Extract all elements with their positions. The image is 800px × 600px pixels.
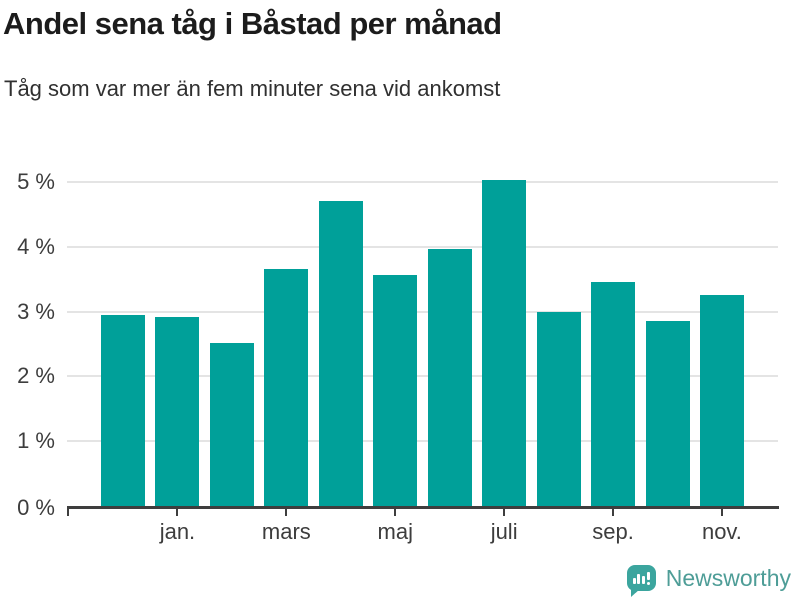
bar-sep.: [591, 282, 636, 506]
bar-juni: [427, 248, 472, 506]
x-axis-tick-label: nov.: [701, 519, 742, 544]
bar-nov.: [699, 294, 744, 506]
x-axis-tick-label: jan.: [159, 519, 196, 544]
logo-mini-bar: [637, 574, 641, 584]
x-axis-tick: [612, 509, 615, 516]
logo-mini-bar: [641, 576, 645, 584]
chart-subtitle: Tåg som var mer än fem minuter sena vid …: [4, 76, 501, 101]
y-axis-tick-label: 3 %: [17, 298, 55, 324]
x-axis-tick-label: maj: [377, 519, 413, 544]
x-axis-tick: [176, 509, 179, 516]
y-axis-tick-label: 5 %: [17, 169, 55, 194]
x-axis-origin-tick: [67, 509, 69, 516]
x-axis-tick-label: juli: [490, 519, 518, 544]
bar-okt.: [645, 320, 690, 506]
bar-maj: [373, 275, 418, 506]
x-axis-tick: [285, 509, 288, 516]
bar-dec.: [101, 314, 145, 506]
bar-apr.: [318, 201, 363, 506]
y-axis-tick-label: 4 %: [17, 233, 55, 259]
horizontal-gridline: [67, 440, 778, 443]
chart-title: Andel sena tåg i Båstad per månad: [3, 6, 502, 41]
logo-exclamation-dot: [647, 582, 651, 585]
newsworthy-logo-text: Newsworthy: [665, 565, 791, 591]
x-axis-tick-label: mars: [261, 519, 311, 544]
horizontal-gridline: [67, 181, 778, 183]
bar-mars: [264, 268, 309, 506]
bar-feb.: [209, 342, 254, 506]
logo-speech-bubble-tail: [630, 589, 640, 597]
x-axis-tick: [394, 509, 397, 516]
horizontal-gridline: [67, 245, 778, 248]
newsworthy-logo[interactable]: Newsworthy: [626, 563, 791, 597]
y-axis-tick-label: 0 %: [17, 494, 55, 520]
y-axis-tick-label: 1 %: [17, 428, 55, 454]
logo-exclamation-mark: [647, 572, 651, 580]
x-axis-tick-label: sep.: [592, 519, 634, 544]
logo-mini-bar: [632, 578, 636, 584]
x-axis-line: [67, 506, 779, 509]
horizontal-gridline: [67, 310, 778, 313]
bar-juli: [482, 180, 527, 506]
y-axis-tick-label: 2 %: [17, 363, 55, 389]
newsworthy-speech-bubble-bar-chart-icon: [626, 565, 656, 597]
horizontal-gridline: [67, 375, 778, 378]
x-axis-tick: [720, 509, 723, 516]
x-axis-tick: [503, 509, 506, 516]
bar-jan.: [155, 316, 200, 506]
bar-aug.: [536, 312, 581, 506]
